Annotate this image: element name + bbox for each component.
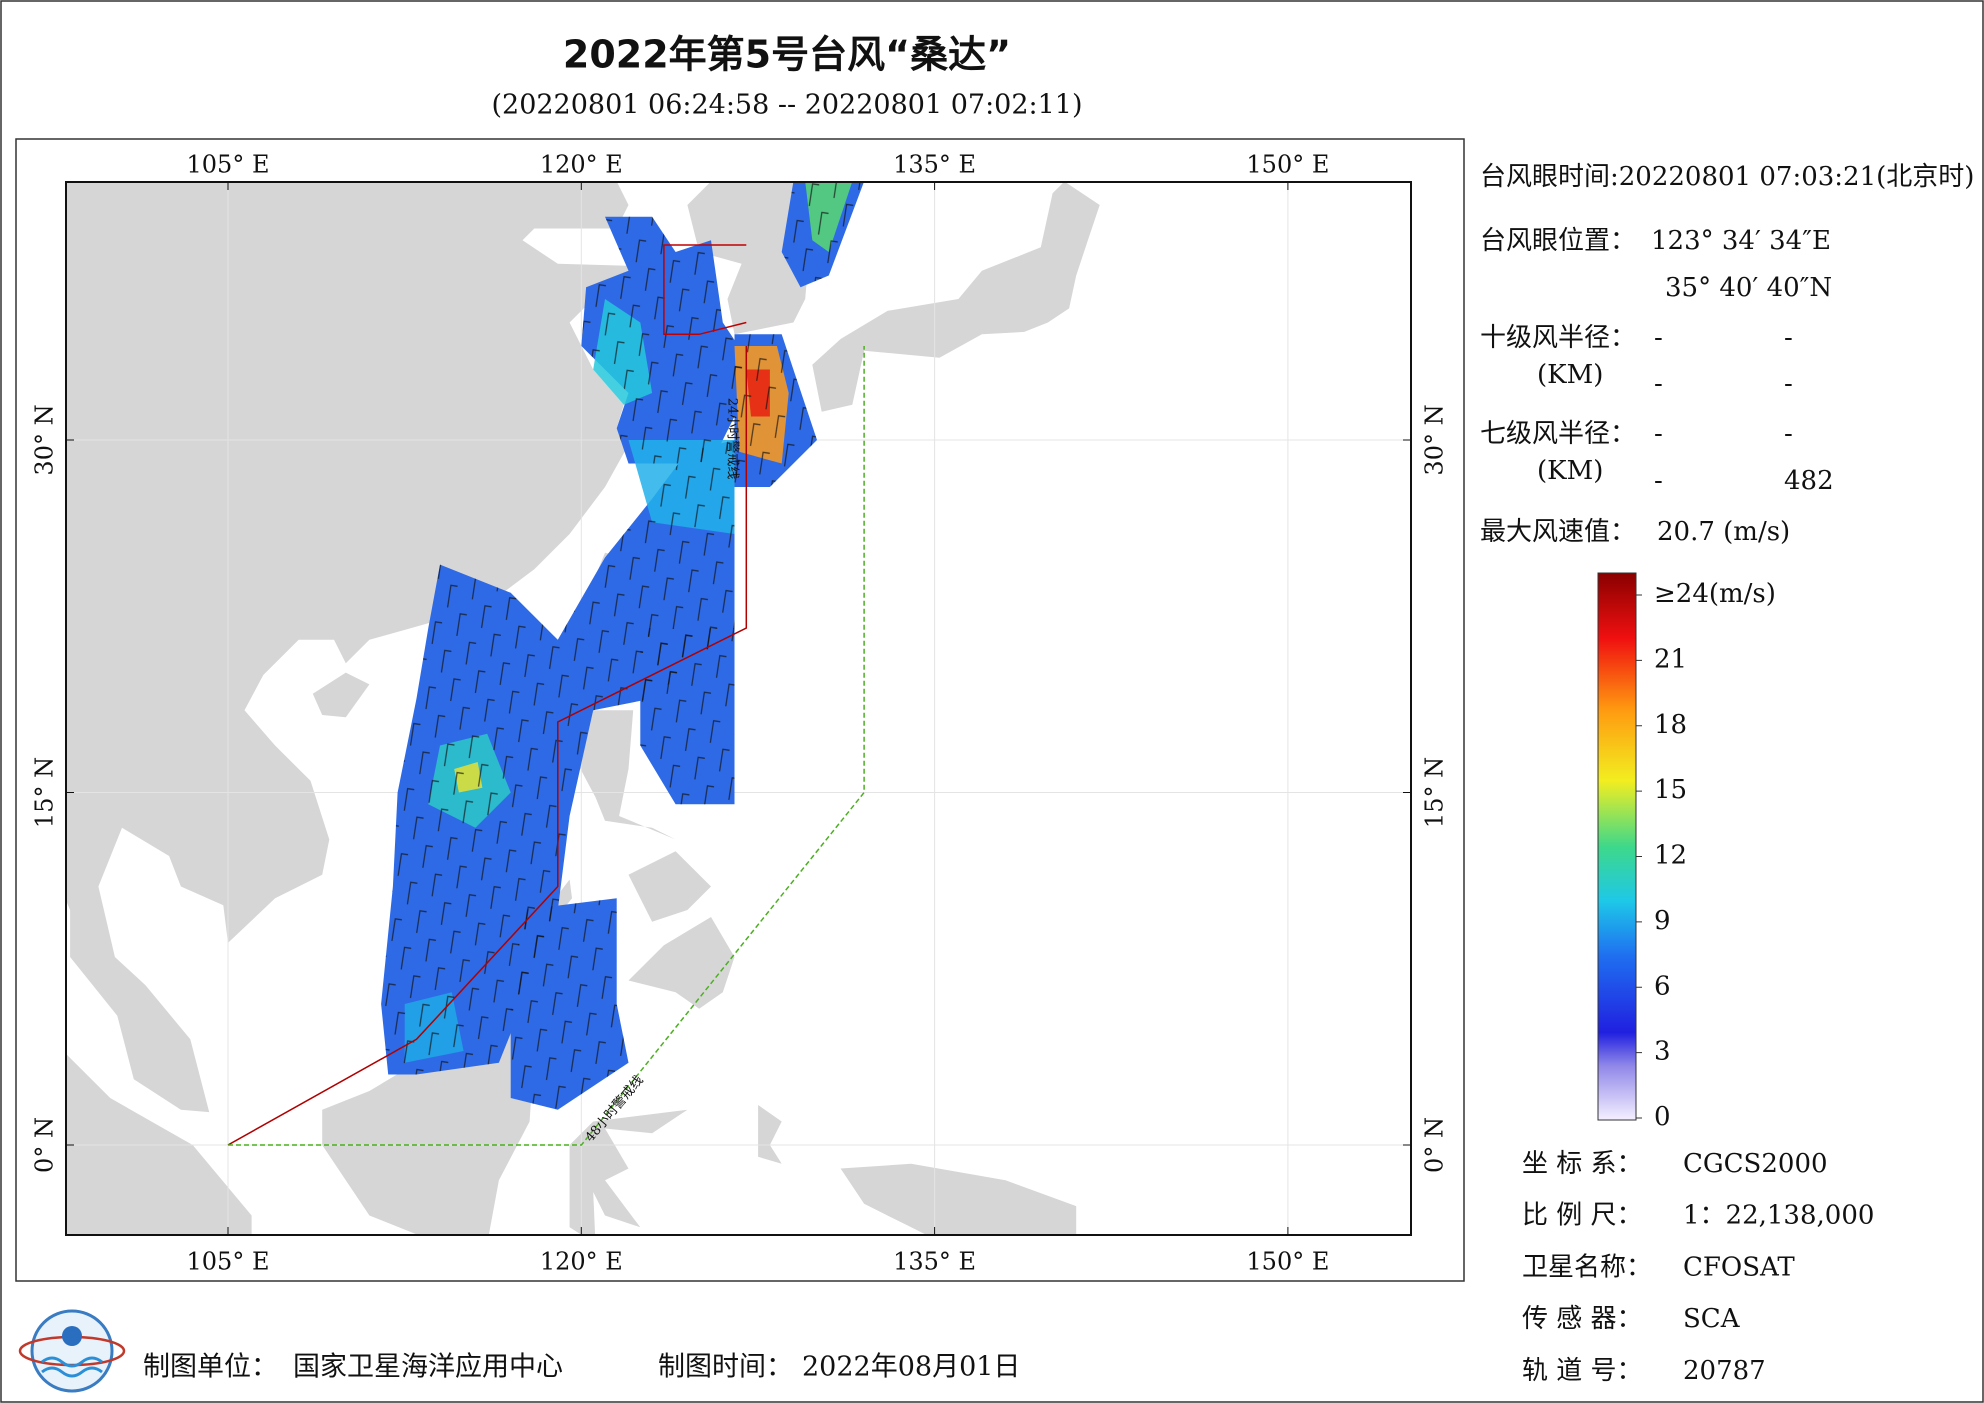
warning-line-24h [227, 346, 748, 1146]
wind-barbs [734, 334, 817, 487]
land [66, 182, 641, 1113]
colorbar-label: ≥24(m/s) [1654, 579, 1776, 609]
meta-value: CGCS2000 [1683, 1149, 1828, 1179]
title: 2022年第5号台风“桑达” [563, 33, 1011, 77]
map-frame [15, 138, 1465, 1282]
colorbar-label: 21 [1654, 644, 1687, 674]
wind-barbs [781, 182, 864, 288]
meta-value: 1：22,138,000 [1683, 1201, 1874, 1231]
meta-label: 卫星名称： [1522, 1252, 1652, 1282]
eye-marker [663, 244, 747, 336]
footer-time: 2022年08月01日 [802, 1352, 1020, 1383]
colorbar-label: 0 [1654, 1102, 1671, 1132]
meta-value: CFOSAT [1683, 1252, 1795, 1282]
land [576, 710, 676, 840]
r10-value: - [1654, 369, 1663, 399]
wind-barbs [510, 898, 629, 1110]
meta-label: 坐 标 系： [1522, 1149, 1643, 1179]
eye-lon: 123° 34′ 34″E [1651, 226, 1831, 256]
r7-value: - [1654, 419, 1663, 449]
footer-unit: 国家卫星海洋应用中心 [293, 1352, 563, 1383]
wind-barbs [640, 628, 735, 805]
meta-value: SCA [1683, 1304, 1741, 1334]
lon-label: 135° E [893, 151, 976, 179]
land [628, 851, 711, 922]
subtitle: (20220801 06:24:58 -- 20220801 07:02:11) [491, 90, 1082, 121]
meta-label: 轨 道 号： [1522, 1356, 1643, 1386]
r10-value: - [1654, 323, 1663, 353]
warning-line-48h [228, 346, 865, 1146]
r7-value: - [1784, 419, 1793, 449]
land [569, 1109, 688, 1235]
eye-lat: 35° 40′ 40″N [1665, 273, 1832, 303]
lon-label: 150° E [1246, 1248, 1329, 1276]
eye-position-label: 台风眼位置： [1480, 226, 1636, 256]
colorbar-label: 15 [1654, 775, 1687, 805]
land [812, 182, 1100, 412]
land [312, 672, 370, 718]
max-wind: 20.7 (m/s) [1657, 517, 1790, 547]
colorbar-label: 3 [1654, 1037, 1671, 1067]
lat-label: 0° N [1421, 1117, 1449, 1173]
lat-label: 30° N [1421, 404, 1449, 475]
colorbar [1597, 572, 1637, 1121]
r10-value: - [1784, 369, 1793, 399]
eye-time: 台风眼时间:20220801 07:03:21(北京时) [1480, 162, 1974, 192]
lat-label: 15° N [31, 757, 59, 828]
lat-label: 15° N [1421, 757, 1449, 828]
footer-unit-label: 制图单位： [143, 1352, 278, 1383]
logo [18, 1309, 126, 1393]
land [758, 1105, 782, 1164]
lon-label: 120° E [540, 151, 623, 179]
lon-label: 150° E [1246, 151, 1329, 179]
r10-label: 十级风半径： [1480, 323, 1636, 353]
warning-label-24h: 24小时警戒线 [725, 398, 741, 480]
meta-label: 比 例 尺： [1522, 1201, 1643, 1231]
land [66, 1053, 252, 1235]
r7-unit: (KM) [1537, 456, 1603, 486]
meta-label: 传 感 器： [1522, 1304, 1643, 1334]
land [840, 1163, 1077, 1235]
lon-label: 105° E [187, 1248, 270, 1276]
r7-value: - [1654, 466, 1663, 496]
map-border [65, 181, 1412, 1236]
land [687, 182, 815, 335]
r10-unit: (KM) [1537, 360, 1603, 390]
footer-time-label: 制图时间： [658, 1352, 793, 1383]
wind-barbs [581, 216, 747, 464]
lon-label: 105° E [187, 151, 270, 179]
max-wind-label: 最大风速值： [1480, 517, 1636, 547]
r7-label: 七级风半径： [1480, 419, 1636, 449]
lat-label: 30° N [31, 404, 59, 475]
colorbar-label: 6 [1654, 971, 1671, 1001]
lon-label: 135° E [893, 1248, 976, 1276]
meta-value: 20787 [1683, 1356, 1766, 1386]
colorbar-label: 18 [1654, 710, 1687, 740]
land [628, 917, 735, 1009]
r7-value: 482 [1784, 466, 1834, 496]
r10-value: - [1784, 323, 1793, 353]
lat-label: 0° N [31, 1117, 59, 1173]
colorbar-label: 9 [1654, 906, 1671, 936]
lon-label: 120° E [540, 1248, 623, 1276]
colorbar-label: 12 [1654, 841, 1687, 871]
